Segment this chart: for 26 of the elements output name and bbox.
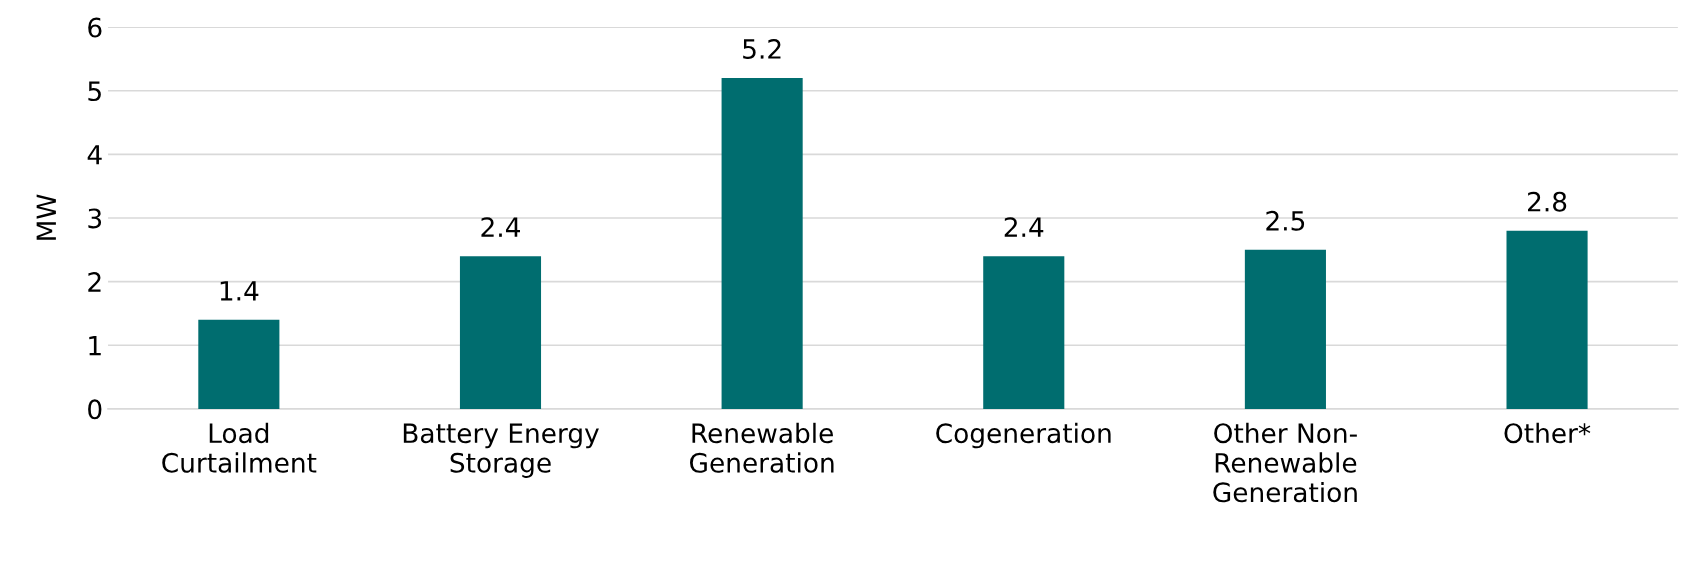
y-tick-label: 1: [89, 336, 101, 356]
y-tick-label: 2: [88, 272, 101, 292]
data-label: 2.4: [481, 217, 520, 237]
bar: [198, 319, 280, 409]
bar: [983, 256, 1065, 409]
data-label: 2.4: [1004, 217, 1044, 237]
y-tick-label: 0: [88, 399, 102, 420]
x-tick-label: Other*: [1504, 422, 1591, 444]
y-tick-label: 3: [88, 208, 102, 229]
data-label: 2.8: [1528, 191, 1567, 212]
bar: [1506, 230, 1588, 409]
x-tick-label: Load Curtailment: [162, 422, 317, 473]
bar: [1244, 249, 1326, 409]
data-label: 2.5: [1266, 210, 1305, 231]
x-tick-label: Other Non- Renewable Generation: [1213, 422, 1357, 503]
data-label: 1.4: [220, 281, 259, 301]
y-tick-label: 6: [88, 17, 102, 38]
y-axis-title: MW: [36, 194, 56, 240]
y-tick-label: 5: [88, 81, 101, 102]
bar: [459, 256, 542, 409]
bar: [721, 77, 803, 409]
x-tick-label: Cogeneration: [936, 422, 1111, 449]
y-tick-label: 4: [87, 145, 102, 165]
x-tick-label: Battery Energy Storage: [403, 423, 599, 478]
data-label: 5.2: [743, 39, 781, 59]
x-tick-label: Renewable Generation: [690, 422, 834, 473]
